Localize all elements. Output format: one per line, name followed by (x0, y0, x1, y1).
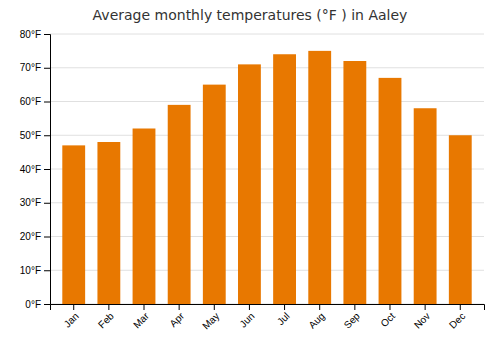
bar (133, 129, 156, 305)
tick-mark (179, 304, 180, 310)
x-axis: Jan Feb Mar Apr May Jun Jul Aug Sep Oct Nov Dec (51, 304, 485, 332)
x-tick: May (200, 304, 221, 332)
tick-label: 30°F (20, 197, 41, 208)
axis-line (51, 305, 485, 311)
tick-mark (214, 304, 215, 310)
tick-label: Aug (306, 310, 326, 330)
tick-mark (44, 237, 50, 238)
tick-label: Sep (342, 310, 363, 331)
x-tick: Mar (131, 304, 151, 330)
tick-mark (425, 304, 426, 310)
tick-label: 40°F (20, 164, 41, 175)
tick-label: 20°F (20, 231, 41, 242)
tick-mark (319, 304, 320, 310)
y-axis: 0°F 10°F 20°F 30°F 40°F 50°F 60°F 70°F 80°F (20, 29, 51, 310)
axis-line (44, 35, 51, 305)
chart-title: Average monthly temperatures (°F ) in Aa… (93, 7, 408, 23)
tick-label: Feb (96, 310, 116, 330)
grid (50, 34, 484, 304)
tick-mark (284, 304, 285, 310)
tick-label: 80°F (20, 29, 41, 40)
x-tick: Oct (378, 304, 397, 329)
bar (97, 142, 120, 304)
tick-mark (44, 102, 50, 103)
x-tick: Nov (412, 304, 432, 331)
x-tick: Aug (306, 304, 326, 331)
tick-mark (108, 304, 109, 310)
tick-label: May (200, 310, 221, 331)
tick-label: Jul (275, 310, 292, 327)
tick-mark (44, 169, 50, 170)
y-tick: 10°F (20, 265, 50, 276)
bar (379, 78, 402, 304)
tick-label: Apr (167, 310, 186, 329)
bar (449, 135, 472, 304)
tick-label: 50°F (20, 130, 41, 141)
tick-label: Dec (447, 310, 467, 330)
tick-mark (44, 203, 50, 204)
tick-mark (44, 68, 50, 69)
tick-mark (44, 270, 50, 271)
grid-line (50, 34, 484, 35)
tick-mark (249, 304, 250, 310)
tick-mark (460, 304, 461, 310)
bar (273, 54, 296, 304)
bar (343, 61, 366, 304)
y-tick: 40°F (20, 164, 50, 175)
x-tick: Sep (342, 304, 363, 331)
x-tick: Jan (62, 304, 81, 330)
bars (62, 51, 471, 304)
tick-label: Jan (62, 310, 81, 329)
tick-mark (144, 304, 145, 310)
x-tick: Dec (447, 304, 467, 331)
tick-label: 70°F (20, 62, 41, 73)
tick-mark (389, 304, 390, 310)
y-tick: 20°F (20, 231, 50, 242)
x-tick: Feb (96, 304, 116, 330)
grid-line (50, 67, 484, 68)
x-tick: Jul (275, 304, 292, 327)
y-tick: 60°F (20, 96, 50, 107)
bar (62, 145, 85, 304)
x-tick: Jun (237, 304, 256, 330)
x-tick: Apr (167, 304, 186, 329)
tick-mark (354, 304, 355, 310)
chart-container: 0°F 10°F 20°F 30°F 40°F 50°F 60°F 70°F 80°F Jan Fe… (0, 0, 500, 350)
y-tick: 0°F (25, 299, 50, 310)
tick-mark (73, 304, 74, 310)
bar (308, 51, 331, 304)
tick-label: Nov (412, 310, 432, 330)
tick-mark (44, 304, 50, 305)
tick-label: Mar (131, 310, 151, 330)
chart-svg: 0°F 10°F 20°F 30°F 40°F 50°F 60°F 70°F 80°F Jan Fe… (0, 0, 500, 350)
tick-label: Jun (237, 310, 256, 329)
bar (203, 85, 226, 304)
bar (414, 108, 437, 304)
tick-label: 0°F (25, 299, 41, 310)
tick-mark (44, 135, 50, 136)
tick-label: 60°F (20, 96, 41, 107)
tick-label: Oct (378, 310, 397, 329)
grid-line (50, 101, 484, 102)
bar (168, 105, 191, 304)
y-tick: 70°F (20, 62, 50, 73)
tick-label: 10°F (20, 265, 41, 276)
plot-area: 0°F 10°F 20°F 30°F 40°F 50°F 60°F 70°F 80°F Jan Fe… (20, 29, 485, 332)
y-tick: 30°F (20, 197, 50, 208)
bar (238, 64, 261, 304)
tick-mark (44, 34, 50, 35)
y-tick: 80°F (20, 29, 50, 40)
y-tick: 50°F (20, 130, 50, 141)
